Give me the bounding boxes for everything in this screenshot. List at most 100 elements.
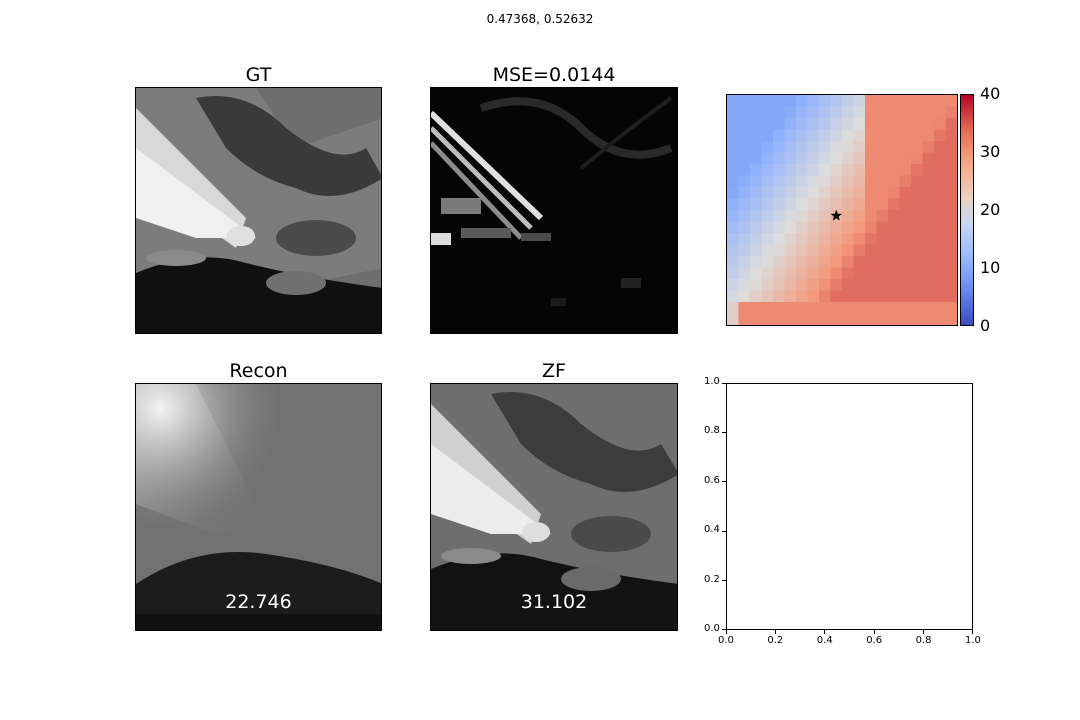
heatmap-cell [853,256,866,269]
y-tick-label: 0.6 [704,474,720,486]
heatmap-cell [727,164,740,177]
heatmap-cell [773,129,786,142]
zf-image: 31.102 [430,383,678,631]
heatmap-cell [899,187,912,200]
heatmap-cell [876,313,889,325]
heatmap-cell [934,198,947,211]
heatmap-cell [899,198,912,211]
heatmap-cell [784,95,797,108]
heatmap-cell [888,164,901,177]
y-tick-mark [722,530,726,532]
y-tick-mark [722,383,726,384]
heatmap-cell [922,129,935,142]
heatmap-cell [807,175,820,188]
colorbar [960,94,974,326]
heatmap-cell [899,152,912,165]
heatmap-cell [865,244,878,257]
heatmap-cell [738,95,751,108]
heatmap-cell [738,118,751,131]
heatmap-cell [865,256,878,269]
heatmap-cell [830,198,843,211]
heatmap-cell [773,279,786,292]
heatmap-cell [796,129,809,142]
gt-title: GT [245,64,272,86]
heatmap-cell [761,221,774,234]
heatmap-cell [934,302,947,315]
heatmap-cell [922,221,935,234]
heatmap-cell [807,141,820,154]
heatmap-cell [807,152,820,165]
heatmap-cell [784,175,797,188]
heatmap-cell [784,164,797,177]
heatmap-cell [888,141,901,154]
heatmap-cell [888,129,901,142]
heatmap-cell [934,256,947,269]
heatmap-cell [922,290,935,303]
heatmap-cell [876,233,889,246]
heatmap-cell [888,233,901,246]
heatmap-cell [750,279,763,292]
heatmap-cell [830,221,843,234]
heatmap-cell [819,106,832,119]
heatmap-cell [842,279,855,292]
heatmap-cell [796,164,809,177]
empty-axes-panel: 0.0 0.2 0.4 0.6 0.8 1.0 0.0 0.2 0.4 0.6 0.8 1.0 [700,376,1000,656]
heatmap-cell [784,118,797,131]
heatmap-cell [796,267,809,280]
heatmap-cell [819,95,832,108]
y-tick-label: 0.4 [704,524,720,536]
heatmap-cell [738,279,751,292]
heatmap-cell [750,256,763,269]
heatmap-cell [773,164,786,177]
heatmap-cell [853,267,866,280]
heatmap-cell [830,233,843,246]
heatmap-cell [796,198,809,211]
heatmap-cell [807,267,820,280]
heatmap-cell [819,233,832,246]
heatmap-cell [945,233,957,246]
heatmap-cell [899,221,912,234]
heatmap-cell [945,210,957,223]
heatmap-cell [784,210,797,223]
heatmap-cell [819,175,832,188]
heatmap-cell [784,267,797,280]
heatmap-cell [888,198,901,211]
heatmap-cell [888,210,901,223]
heatmap-cell [738,164,751,177]
heatmap-cell [911,233,924,246]
heatmap-cell [842,164,855,177]
heatmap-cell [934,187,947,200]
heatmap-cell [934,279,947,292]
heatmap-cell [934,164,947,177]
heatmap-cell [750,210,763,223]
heatmap-cell [830,141,843,154]
colorbar-tick-label: 40 [980,84,1001,103]
heatmap-cell [738,106,751,119]
heatmap-cell [842,256,855,269]
heatmap-cell [865,129,878,142]
heatmap-cell [888,95,901,108]
heatmap-cell [807,233,820,246]
heatmap-cell [922,233,935,246]
heatmap-cell [773,141,786,154]
heatmap-cell [922,279,935,292]
heatmap-cell [738,141,751,154]
heatmap-cell [727,106,740,119]
heatmap-cell [911,279,924,292]
x-tick-mark [972,630,973,634]
heatmap-cell [899,302,912,315]
heatmap-cell [911,118,924,131]
heatmap-cell [876,141,889,154]
heatmap-cell [807,210,820,223]
heatmap-cell [750,118,763,131]
heatmap-cell [911,187,924,200]
mse-panel: MSE=0.0144 [430,64,678,334]
heatmap-cell [727,129,740,142]
heatmap-cell [727,187,740,200]
heatmap-cell [807,106,820,119]
heatmap-cell [876,198,889,211]
heatmap-cell [888,290,901,303]
heatmap-cell [922,106,935,119]
heatmap-cell [945,187,957,200]
heatmap-cell [842,313,855,325]
